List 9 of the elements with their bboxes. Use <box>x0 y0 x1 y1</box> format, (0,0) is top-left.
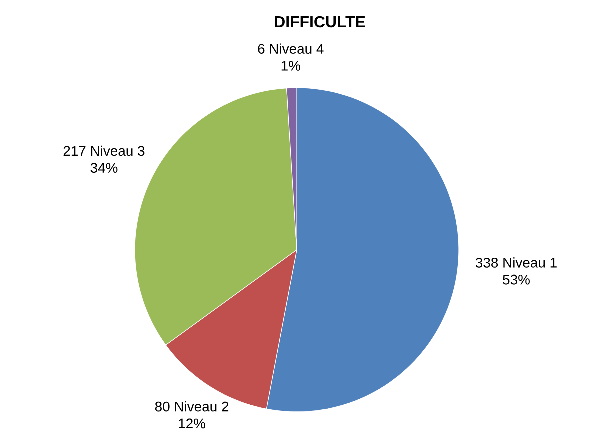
data-label: 12% <box>179 418 206 429</box>
data-label: 53% <box>503 274 530 285</box>
slice-label: 6 Niveau 4 <box>258 44 324 54</box>
data-label: 1% <box>282 61 300 71</box>
slice-label: 217 Niveau 3 <box>64 146 145 156</box>
data-label: 34% <box>90 163 118 174</box>
chart-title: DIFFICULTE <box>275 16 366 28</box>
slice-label: 80 Niveau 2 <box>155 401 229 412</box>
slice-label: 338 Niveau 1 <box>476 258 557 268</box>
